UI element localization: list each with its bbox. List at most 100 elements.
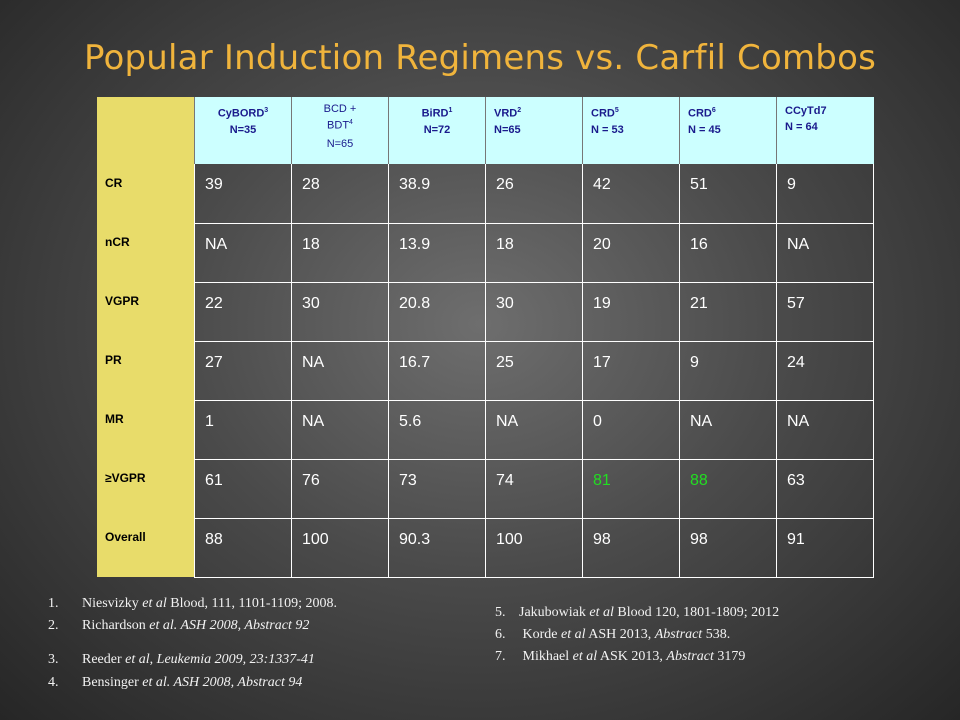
reference-number: 3. [48, 652, 59, 667]
table-cell: 88 [194, 518, 292, 578]
column-name: BCD + [323, 103, 357, 115]
reference-em: et al [572, 649, 598, 664]
table-cell: 17 [582, 341, 680, 401]
reference-em: et al [561, 627, 586, 642]
column-header-crd-5: CRD5 N = 53 [582, 97, 680, 164]
table-cell: 27 [194, 341, 292, 401]
table-cell: 20 [582, 223, 680, 283]
reference-em-2: Abstract [666, 649, 714, 664]
reference-em: et al. ASH 2008, Abstract 94 [142, 675, 303, 690]
column-name-2: BDT [327, 119, 350, 132]
table-cell: NA [776, 400, 874, 460]
table-row: Overall 88 100 90.3 100 98 98 91 [97, 518, 874, 578]
column-n: N=65 [326, 137, 354, 150]
table-cell: 100 [291, 518, 389, 578]
table-row: CR 39 28 38.9 26 42 51 9 [97, 164, 874, 224]
reference-author: Richardson [82, 618, 150, 633]
column-n: N=35 [229, 123, 257, 136]
table-corner-cell [97, 97, 195, 164]
reference-text-2: 538. [702, 627, 731, 642]
table-cell: 88 [679, 459, 777, 519]
table-cell: 91 [776, 518, 874, 578]
column-header-bcd-bdt: BCD + BDT4 N=65 [291, 97, 389, 164]
column-ref: 4 [349, 119, 353, 126]
reference-em: et al [125, 652, 150, 667]
table-row: VGPR 22 30 20.8 30 19 21 57 [97, 282, 874, 342]
table-cell: 21 [679, 282, 777, 342]
table-row: MR 1 NA 5.6 NA 0 NA NA [97, 400, 874, 460]
table-cell: 28 [291, 164, 389, 224]
table-cell: 0 [582, 400, 680, 460]
reference-number: 2. [48, 618, 59, 633]
reference-author: Jakubowiak [519, 605, 590, 620]
table-cell: 26 [485, 164, 583, 224]
reference-number: 5. [495, 605, 506, 620]
column-ref: 6 [711, 107, 716, 114]
table-cell: 73 [388, 459, 486, 519]
column-header-ccytd7: CCyTd7 N = 64 [776, 97, 874, 164]
slide-title: Popular Induction Regimens vs. Carfil Co… [83, 38, 876, 78]
table-cell: 30 [485, 282, 583, 342]
table-cell: 30 [291, 282, 389, 342]
column-name: CRD [591, 107, 615, 120]
table-cell: 57 [776, 282, 874, 342]
table-cell: NA [291, 400, 389, 460]
table-header-row: CyBORD3 N=35 BCD + BDT4 N=65 BiRD1 N=72 … [97, 97, 874, 164]
reference-text: Blood 120, 1801-1809; 2012 [613, 605, 780, 620]
column-ref: 2 [517, 107, 522, 114]
table-cell: 16.7 [388, 341, 486, 401]
row-label: CR [97, 164, 195, 223]
reference-em-2: Abstract [654, 627, 703, 642]
table-cell: 74 [485, 459, 583, 519]
reference-text: ASK 2013, [597, 649, 667, 664]
column-header-crd-6: CRD6 N = 45 [679, 97, 777, 164]
table-cell: 22 [194, 282, 292, 342]
table-cell: 25 [485, 341, 583, 401]
table-cell: 51 [679, 164, 777, 224]
column-name: CRD [688, 107, 712, 120]
table-cell: NA [485, 400, 583, 460]
column-n: N = 64 [785, 121, 818, 133]
table-cell: 16 [679, 223, 777, 283]
column-name: VRD [494, 107, 518, 120]
row-label: ≥VGPR [97, 459, 195, 518]
column-name: CyBORD [217, 107, 265, 120]
reference-author: Mikhael [519, 649, 573, 664]
reference-item: 2. Richardson et al. ASH 2008, Abstract 9… [48, 618, 309, 634]
table-row: PR 27 NA 16.7 25 17 9 24 [97, 341, 874, 401]
column-ref: 5 [614, 107, 619, 114]
table-cell: 20.8 [388, 282, 486, 342]
column-n: N=72 [423, 123, 451, 136]
row-label: nCR [97, 223, 195, 282]
reference-text: Blood, 111, 1101-1109; 2008. [166, 596, 337, 611]
reference-item: 3. Reeder et al, Leukemia 2009, 23:1337-4… [48, 652, 315, 668]
table-cell: 38.9 [388, 164, 486, 224]
reference-em: et al [589, 605, 614, 620]
row-label: VGPR [97, 282, 195, 341]
table-cell: 5.6 [388, 400, 486, 460]
reference-author: Reeder [82, 652, 126, 667]
table-cell: 81 [582, 459, 680, 519]
reference-item: 1. Niesvizky et al Blood, 111, 1101-1109;… [48, 596, 337, 612]
reference-em: et al [142, 596, 167, 611]
column-header-vrd: VRD2 N=65 [485, 97, 583, 164]
table-cell: NA [194, 223, 292, 283]
reference-author: Bensinger [82, 675, 143, 690]
reference-em: et al. ASH 2008, Abstract 92 [149, 618, 310, 633]
reference-author: Niesvizky [82, 596, 143, 611]
table-cell: 9 [776, 164, 874, 224]
table-cell: 1 [194, 400, 292, 460]
reference-author: Korde [519, 627, 561, 642]
reference-item: 6. Korde et al ASH 2013, Abstract 538. [495, 627, 730, 643]
column-header-bird: BiRD1 N=72 [388, 97, 486, 164]
table-cell: 39 [194, 164, 292, 224]
reference-text-2: 3179 [713, 649, 746, 664]
table-cell: 63 [776, 459, 874, 519]
table-cell: NA [291, 341, 389, 401]
row-label: PR [97, 341, 195, 400]
table-cell: 98 [582, 518, 680, 578]
reference-number: 6. [495, 627, 506, 642]
reference-number: 7. [495, 649, 506, 664]
table-cell: 90.3 [388, 518, 486, 578]
reference-number: 1. [48, 596, 59, 611]
